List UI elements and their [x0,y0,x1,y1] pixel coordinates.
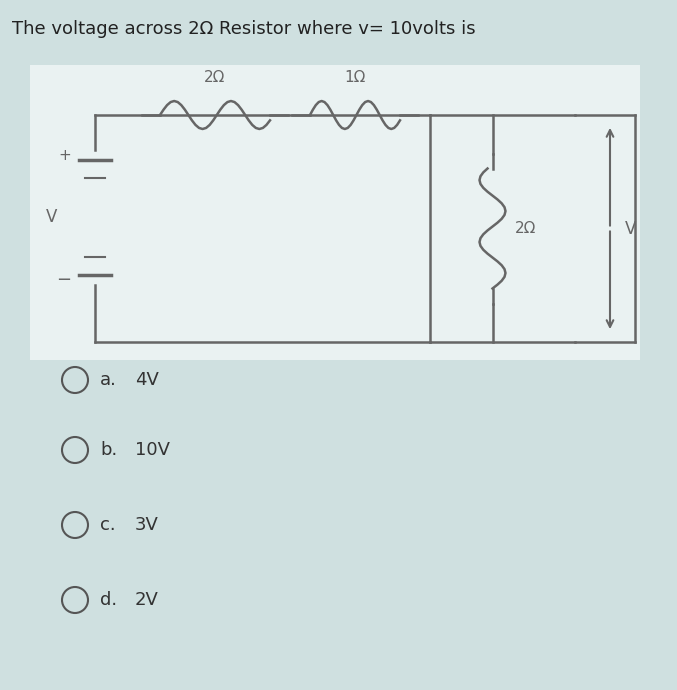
Text: 2Ω: 2Ω [204,70,225,85]
Text: b.: b. [100,441,117,459]
Text: 2V: 2V [135,591,159,609]
Text: 3V: 3V [135,516,159,534]
Text: 4V: 4V [135,371,159,389]
Text: −: − [56,271,71,289]
Text: d.: d. [100,591,117,609]
Text: +: + [58,148,71,163]
FancyBboxPatch shape [30,65,640,360]
Text: 10V: 10V [135,441,170,459]
Text: The voltage across 2Ω Resistor where v= 10volts is: The voltage across 2Ω Resistor where v= … [12,20,476,38]
Text: c.: c. [100,516,116,534]
Text: 1Ω: 1Ω [345,70,366,85]
Text: V: V [625,219,636,237]
Text: a.: a. [100,371,117,389]
Text: V: V [45,208,57,226]
Text: 2Ω: 2Ω [515,221,536,236]
